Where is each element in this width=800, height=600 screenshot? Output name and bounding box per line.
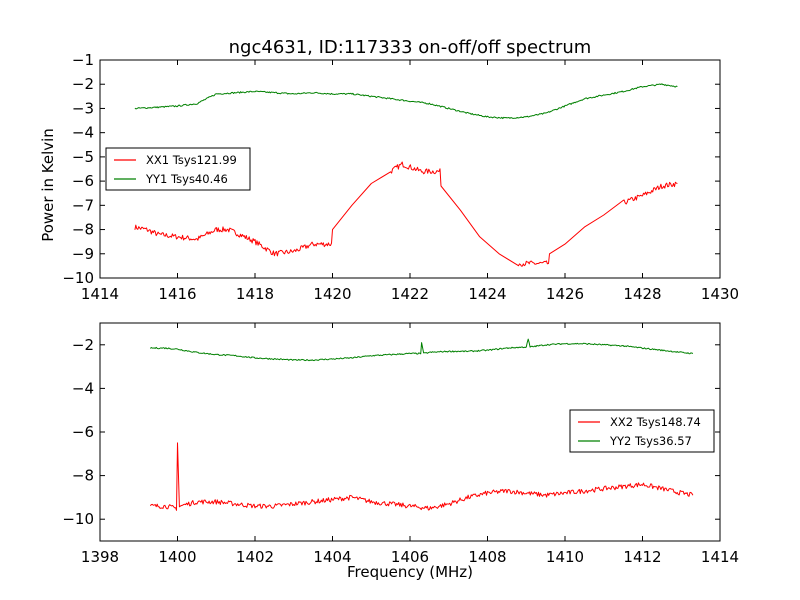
x-tick-label: 1422: [391, 285, 429, 303]
x-tick-label: 1404: [313, 548, 351, 566]
x-tick-label: 1406: [391, 548, 429, 566]
x-tick-label: 1408: [468, 548, 506, 566]
x-axis-label: Frequency (MHz): [347, 563, 473, 581]
y-tick-label: −6: [72, 423, 94, 441]
x-tick-label: 1426: [546, 285, 584, 303]
legend-label: YY1 Tsys40.46: [145, 172, 228, 186]
series-line-1-1: [134, 161, 678, 267]
y-tick-label: −2: [72, 75, 94, 93]
y-tick-label: −3: [72, 99, 94, 117]
y-tick-label: −6: [72, 172, 94, 190]
x-tick-label: 1410: [546, 548, 584, 566]
x-tick-label: 1416: [158, 285, 196, 303]
x-tick-label: 1400: [158, 548, 196, 566]
legend-label: XX2 Tsys148.74: [610, 415, 701, 429]
y-tick-label: −4: [72, 379, 94, 397]
y-tick-label: −10: [62, 510, 94, 528]
series-line-2-1: [149, 442, 694, 511]
y-tick-label: −8: [72, 467, 94, 485]
y-tick-label: −1: [72, 51, 94, 69]
legend-label: YY2 Tsys36.57: [609, 434, 692, 448]
x-tick-label: 1398: [81, 548, 119, 566]
bottom-panel: 1398 1400 1402 1404 1406 1408 1410 1412 1414 −10 −…: [62, 322, 739, 566]
y-tick-label: −4: [72, 124, 94, 142]
x-tick-label: 1430: [701, 285, 739, 303]
y-tick-label: −7: [72, 196, 94, 214]
x-tick-label: 1418: [236, 285, 274, 303]
chart-title: ngc4631, ID:117333 on-off/off spectrum: [229, 37, 592, 58]
series-line-1-2: [134, 83, 678, 120]
legend-label: XX1 Tsys121.99: [146, 153, 237, 167]
legend: XX1 Tsys121.99 YY1 Tsys40.46: [105, 147, 251, 191]
series-line-2-2: [150, 338, 694, 362]
x-tick-label: 1412: [623, 548, 661, 566]
y-tick-label: −5: [72, 148, 94, 166]
y-tick-label: −10: [62, 269, 94, 287]
x-tick-label: 1402: [236, 548, 274, 566]
x-tick-label: 1420: [313, 285, 351, 303]
x-tick-label: 1428: [623, 285, 661, 303]
y-tick-label: −8: [72, 221, 94, 239]
x-tick-label: 1414: [81, 285, 119, 303]
y-axis-label: Power in Kelvin: [39, 128, 57, 242]
x-tick-label: 1414: [701, 548, 739, 566]
y-tick-label: −9: [72, 245, 94, 263]
legend: XX2 Tsys148.74 YY2 Tsys36.57: [569, 409, 715, 453]
top-panel: 1414 1416 1418 1420 1422 1424 1426 1428 1430 −10 −…: [62, 51, 739, 303]
y-tick-label: −2: [72, 336, 94, 354]
x-tick-label: 1424: [468, 285, 506, 303]
